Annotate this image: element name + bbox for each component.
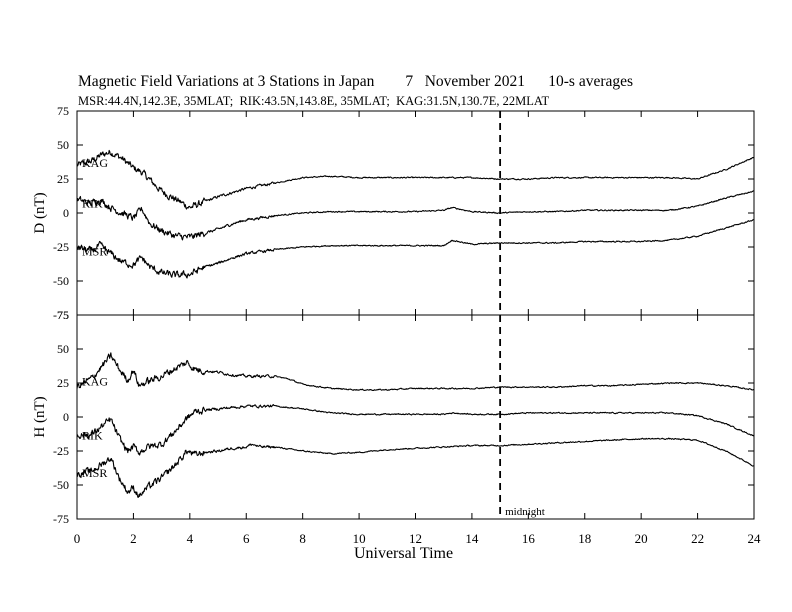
midnight-marker-label: midnight	[505, 506, 545, 518]
series-label-rik: RIK	[82, 197, 103, 211]
y-tick-label: 50	[57, 138, 69, 152]
x-tick-label: 8	[299, 531, 306, 546]
x-tick-label: 2	[130, 531, 137, 546]
panel-frame	[76, 314, 755, 520]
y-tick-label: 25	[57, 376, 69, 390]
y-tick-label: -25	[53, 444, 69, 458]
x-tick-label: 14	[465, 531, 479, 546]
chart-subtitle: MSR:44.4N,142.3E, 35MLAT; RIK:43.5N,143.…	[78, 94, 550, 108]
y-tick-label: -25	[53, 240, 69, 254]
y-tick-label: 75	[57, 104, 69, 118]
series-line-msr	[76, 219, 755, 279]
x-tick-label: 12	[409, 531, 422, 546]
x-tick-label: 10	[353, 531, 366, 546]
x-tick-label: 22	[691, 531, 704, 546]
y-tick-label: 0	[63, 410, 69, 424]
x-tick-label: 20	[635, 531, 648, 546]
x-tick-label: 6	[243, 531, 250, 546]
panel-h: -75 -50 -25 0 25 50 75 H (nT) KAG RIK MSR	[32, 308, 755, 526]
panel-d: -75 -50 -25 0 25 50 75 D (nT) KAG RIK MSR	[32, 104, 755, 322]
x-axis-label: Universal Time	[354, 545, 453, 562]
x-tick-label: 24	[748, 531, 762, 546]
series-line-rik	[76, 404, 755, 456]
x-tick-label: 18	[578, 531, 591, 546]
x-tick-label: 16	[522, 531, 536, 546]
x-tick-label: 0	[74, 531, 81, 546]
series-label-kag: KAG	[82, 375, 108, 389]
y-axis-label: D (nT)	[32, 192, 48, 233]
y-tick-label: 0	[63, 206, 69, 220]
series-label-msr: MSR	[82, 244, 107, 258]
y-tick-label: -50	[53, 274, 69, 288]
y-tick-label: -75	[53, 512, 69, 526]
series-line-kag	[76, 149, 755, 210]
y-axis-label: H (nT)	[32, 396, 48, 437]
y-tick-label: 25	[57, 172, 69, 186]
series-label-rik: RIK	[82, 429, 103, 443]
series-line-kag	[76, 352, 755, 391]
panel-frame	[76, 110, 755, 316]
series-label-msr: MSR	[82, 466, 107, 480]
series-line-msr	[76, 437, 755, 498]
series-label-kag: KAG	[82, 156, 108, 170]
chart-title: Magnetic Field Variations at 3 Stations …	[78, 73, 634, 90]
y-tick-label: -75	[53, 308, 69, 322]
series-line-rik	[76, 190, 755, 241]
x-tick-label: 4	[187, 531, 194, 546]
y-tick-label: -50	[53, 478, 69, 492]
y-tick-label: 50	[57, 342, 69, 356]
y-tick-label: 75	[57, 308, 69, 322]
